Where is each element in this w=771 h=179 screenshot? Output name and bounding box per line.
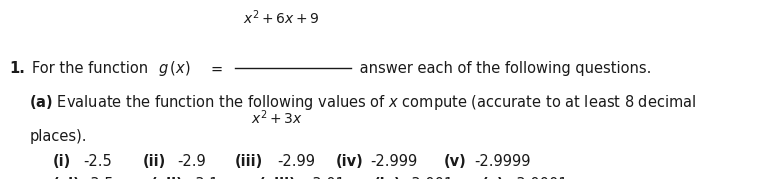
Text: (vii): (vii) bbox=[150, 177, 183, 179]
Text: (iv): (iv) bbox=[335, 154, 363, 169]
Text: $\mathbf{(a)}$ Evaluate the function the following values of $x$ compute (accura: $\mathbf{(a)}$ Evaluate the function the… bbox=[29, 93, 697, 112]
Text: $x^2 + 6x + 9$: $x^2 + 6x + 9$ bbox=[243, 9, 320, 27]
Text: (vi): (vi) bbox=[52, 177, 80, 179]
Text: -3.001: -3.001 bbox=[406, 177, 453, 179]
Text: (ix): (ix) bbox=[374, 177, 402, 179]
Text: -2.999: -2.999 bbox=[370, 154, 417, 169]
Text: -3.01: -3.01 bbox=[307, 177, 345, 179]
Text: -3.1: -3.1 bbox=[190, 177, 219, 179]
Text: 1.: 1. bbox=[9, 61, 25, 76]
Text: -2.9: -2.9 bbox=[177, 154, 206, 169]
Text: (iii): (iii) bbox=[235, 154, 264, 169]
Text: For the function: For the function bbox=[32, 61, 153, 76]
Text: $x^2 + 3x$: $x^2 + 3x$ bbox=[251, 109, 302, 127]
Text: (v): (v) bbox=[443, 154, 466, 169]
Text: (x): (x) bbox=[482, 177, 504, 179]
Text: places).: places). bbox=[29, 129, 87, 144]
Text: -3.0001: -3.0001 bbox=[511, 177, 567, 179]
Text: (ii): (ii) bbox=[143, 154, 166, 169]
Text: (viii): (viii) bbox=[258, 177, 296, 179]
Text: -2.99: -2.99 bbox=[278, 154, 315, 169]
Text: -2.5: -2.5 bbox=[83, 154, 112, 169]
Text: $g\,(x)$: $g\,(x)$ bbox=[158, 59, 190, 78]
Text: -3.5: -3.5 bbox=[85, 177, 113, 179]
Text: -2.9999: -2.9999 bbox=[474, 154, 530, 169]
Text: answer each of the following questions.: answer each of the following questions. bbox=[355, 61, 651, 76]
Text: (i): (i) bbox=[52, 154, 71, 169]
Text: $=$: $=$ bbox=[208, 61, 224, 76]
